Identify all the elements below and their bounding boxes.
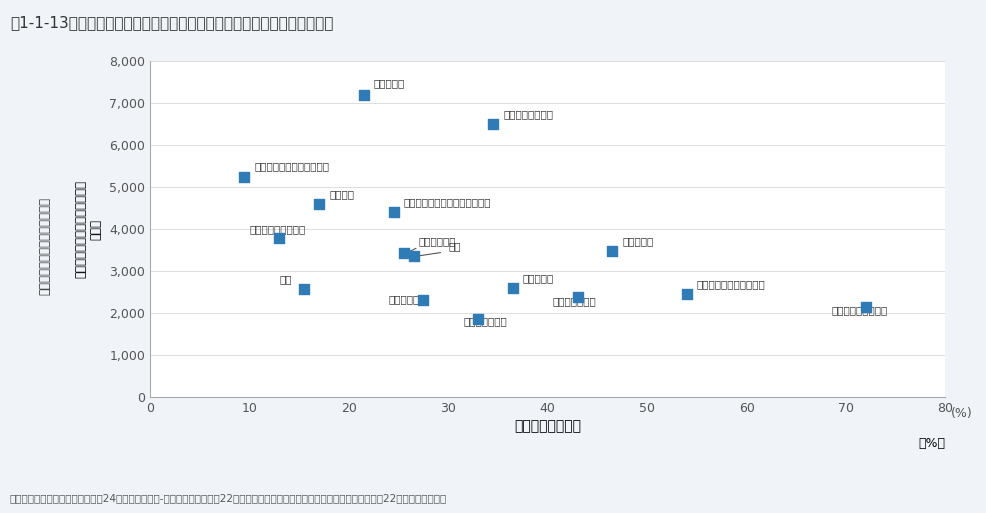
Point — [405, 252, 421, 261]
Text: 建設: 建設 — [279, 274, 292, 285]
Text: 金融・保険: 金融・保険 — [374, 78, 404, 88]
Text: 資料：総務省・経済産業省「平成24年経済センサス-活動調査」、「平成22年国勢調査」、厚生労働省「毎月勤労統計要覧（平成22年版）」より作成: 資料：総務省・経済産業省「平成24年経済センサス-活動調査」、「平成22年国勢調… — [10, 493, 447, 503]
Text: 宿泊・飲食サービス: 宿泊・飲食サービス — [830, 305, 886, 315]
Point — [857, 303, 873, 311]
Point — [271, 234, 287, 242]
Point — [237, 172, 252, 181]
Text: 不動産・物品賃貸: 不動産・物品賃貸 — [503, 109, 552, 119]
Point — [678, 290, 694, 298]
Point — [603, 247, 619, 255]
Text: 教育・学習支援: 教育・学習支援 — [462, 317, 507, 326]
Text: 図1-1-13　非正規労働者比率と１時間当たり付加価値額の関係（産業別）: 図1-1-13 非正規労働者比率と１時間当たり付加価値額の関係（産業別） — [10, 15, 333, 30]
Text: 生活関連サービス・娯楽: 生活関連サービス・娯楽 — [696, 279, 765, 289]
Text: 総実労働時間当たり付加価値額: 総実労働時間当たり付加価値額 — [37, 197, 51, 295]
Text: 鉱、採石、砂利採取: 鉱、採石、砂利採取 — [249, 225, 306, 234]
Point — [469, 314, 485, 323]
Point — [356, 90, 372, 98]
Text: その他サービス: その他サービス — [552, 296, 596, 306]
Text: 医療・福祉: 医療・福祉 — [523, 273, 553, 283]
Point — [296, 285, 312, 293]
Text: 運輸・郵便: 運輸・郵便 — [388, 294, 419, 305]
Y-axis label: 総実労働時間当たり付加価値額
（円）: 総実労働時間当たり付加価値額 （円） — [74, 180, 103, 278]
Text: 学術研究、専門・技術サービス: 学術研究、専門・技術サービス — [403, 197, 491, 207]
Text: (%): (%) — [950, 407, 971, 420]
Point — [569, 293, 585, 301]
Text: 製造: 製造 — [448, 241, 460, 251]
X-axis label: 非正規労働者比率: 非正規労働者比率 — [514, 419, 581, 433]
Point — [505, 284, 521, 292]
Text: （%）: （%） — [918, 437, 945, 450]
Point — [485, 120, 501, 128]
Text: 情報通信: 情報通信 — [328, 189, 354, 199]
Text: 卸売・小売: 卸売・小売 — [622, 236, 653, 246]
Point — [386, 208, 401, 216]
Point — [395, 249, 411, 258]
Point — [311, 200, 326, 208]
Point — [415, 297, 431, 305]
Text: 電気・ガス・熱供給・水道: 電気・ガス・熱供給・水道 — [254, 162, 329, 171]
Text: 複合サービス: 複合サービス — [418, 236, 456, 246]
